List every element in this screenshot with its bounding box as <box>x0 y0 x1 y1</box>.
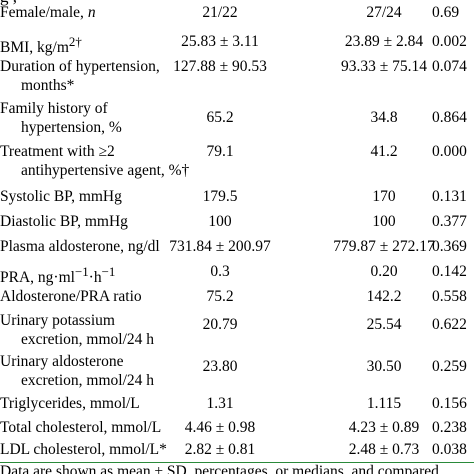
group1-value: 731.84 ± 200.97 <box>169 238 271 255</box>
row-label: Triglycerides, mmol/L <box>0 395 140 412</box>
group1-value: 21/22 <box>202 4 238 21</box>
row-label: Urinary aldosterone excretion, mmol/24 h <box>0 353 155 389</box>
group1-value: 179.5 <box>202 188 238 205</box>
group2-value: 25.54 <box>366 316 402 333</box>
group1-value: 23.80 <box>202 358 238 375</box>
p-value: 0.142 <box>432 263 467 280</box>
p-value: 0.622 <box>432 316 467 333</box>
group2-value: 41.2 <box>370 143 398 160</box>
group1-value: 79.1 <box>206 143 234 160</box>
row-label: Plasma aldosterone, ng/dl <box>0 238 160 255</box>
group1-value: 1.31 <box>206 395 234 412</box>
row-label: LDL cholesterol, mmol/L* <box>0 441 167 458</box>
group2-value: 27/24 <box>366 4 402 21</box>
p-value: 0.156 <box>432 395 467 412</box>
row-label: Diastolic BP, mmHg <box>0 213 128 230</box>
p-value: 0.238 <box>432 419 467 436</box>
row-label: Duration of hypertension, months* <box>0 58 160 94</box>
table-bottom-rule <box>0 462 474 463</box>
row-label: Aldosterone/PRA ratio <box>0 288 142 305</box>
row-label: Total cholesterol, mmol/L <box>0 419 162 436</box>
group2-value: 142.2 <box>366 288 402 305</box>
group1-value: 127.88 ± 90.53 <box>173 58 267 75</box>
p-value: 0.038 <box>432 441 467 458</box>
group1-value: 2.82 ± 0.81 <box>184 441 256 458</box>
group1-value: 0.3 <box>210 263 230 280</box>
row-label: Urinary potassium excretion, mmol/24 h <box>0 312 155 348</box>
row-label: Treatment with ≥2 antihypertensive agent… <box>0 143 190 179</box>
group2-value: 779.87 ± 272.17 <box>333 238 435 255</box>
p-value: 0.002 <box>432 33 467 50</box>
group1-value: 25.83 ± 3.11 <box>181 33 259 50</box>
p-value: 0.377 <box>432 213 467 230</box>
row-label: Systolic BP, mmHg <box>0 188 122 205</box>
p-value: 0.558 <box>432 288 467 305</box>
row-label: PRA, ng·ml−1·h−1 <box>0 264 116 287</box>
top-fragment: g , <box>0 0 17 6</box>
p-value: 0.259 <box>432 358 467 375</box>
group1-value: 75.2 <box>206 288 234 305</box>
group2-value: 1.115 <box>366 395 402 412</box>
group1-value: 65.2 <box>206 109 234 126</box>
group2-value: 23.89 ± 2.84 <box>344 33 424 50</box>
p-value: 0.69 <box>432 4 460 21</box>
group1-value: 100 <box>208 213 232 230</box>
p-value: 0.369 <box>432 238 467 255</box>
group2-value: 0.20 <box>370 263 398 280</box>
p-value: 0.131 <box>432 188 467 205</box>
group1-value: 20.79 <box>202 316 238 333</box>
group2-value: 34.8 <box>370 109 398 126</box>
group2-value: 30.50 <box>366 358 402 375</box>
row-label: Family history of hypertension, % <box>0 100 122 136</box>
p-value: 0.074 <box>432 58 467 75</box>
group1-value: 4.46 ± 0.98 <box>184 419 256 436</box>
group2-value: 170 <box>372 188 396 205</box>
group2-value: 4.23 ± 0.89 <box>348 419 420 436</box>
group2-value: 2.48 ± 0.73 <box>348 441 420 458</box>
p-value: 0.864 <box>432 109 467 126</box>
row-label: Female/male, n <box>0 4 96 21</box>
p-value: 0.000 <box>432 143 467 160</box>
group2-value: 93.33 ± 75.14 <box>340 58 427 75</box>
row-label: BMI, kg/m2† <box>0 34 82 57</box>
group2-value: 100 <box>372 213 396 230</box>
table-footnote: Data are shown as mean ± SD, percentages… <box>0 463 439 474</box>
